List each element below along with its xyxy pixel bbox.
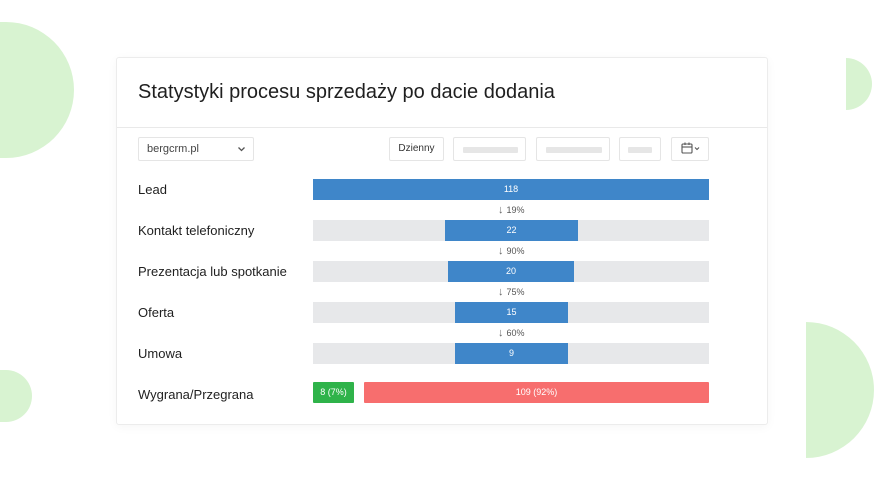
stage-bar-offer: 15 [455, 302, 568, 323]
stage-track: 9 [313, 343, 709, 364]
extra-field[interactable] [619, 137, 661, 161]
stage-label-contact: Kontakt telefoniczny [138, 223, 255, 238]
source-select[interactable]: bergcrm.pl [138, 137, 254, 161]
decorative-blob [846, 58, 872, 110]
stage-track: 118 [313, 179, 709, 200]
calendar-button[interactable] [671, 137, 709, 161]
won-bar: 8 (7%) [313, 382, 354, 403]
stage-bar-lead: 118 [313, 179, 709, 200]
date-from-field[interactable] [453, 137, 526, 161]
stage-track: 22 [313, 220, 709, 241]
sales-process-stats-card: Statystyki procesu sprzedaży po dacie do… [116, 57, 768, 425]
conversion-rate: ↓ 90% [498, 245, 525, 257]
placeholder-bar [463, 147, 518, 153]
stage-label-lead: Lead [138, 182, 167, 197]
arrow-down-icon: ↓ [498, 204, 504, 216]
decorative-blob [0, 370, 32, 422]
stage-label-offer: Oferta [138, 305, 175, 320]
placeholder-bar [628, 147, 652, 153]
stage-bar-contract: 9 [455, 343, 568, 364]
result-label: Wygrana/Przegrana [138, 387, 254, 402]
conversion-rate: ↓ 75% [498, 286, 525, 298]
arrow-down-icon: ↓ [498, 327, 504, 339]
date-to-field[interactable] [536, 137, 610, 161]
calendar-icon [681, 142, 700, 154]
period-daily-button[interactable]: Dzienny [389, 137, 444, 161]
conversion-rate: ↓ 19% [498, 204, 525, 216]
stage-label-contract: Umowa [138, 346, 183, 361]
decorative-blob [0, 22, 74, 158]
stage-bar-presentation: 20 [448, 261, 574, 282]
lost-bar: 109 (92%) [364, 382, 709, 403]
stage-track: 20 [313, 261, 709, 282]
conversion-rate: ↓ 60% [498, 327, 525, 339]
stage-track: 15 [313, 302, 709, 323]
arrow-down-icon: ↓ [498, 286, 504, 298]
source-select-value: bergcrm.pl [147, 143, 199, 155]
stage-label-presentation: Prezentacja lub spotkanie [138, 264, 287, 279]
arrow-down-icon: ↓ [498, 245, 504, 257]
divider [117, 127, 767, 128]
decorative-blob [806, 322, 874, 458]
page-title: Statystyki procesu sprzedaży po dacie do… [138, 81, 555, 103]
chevron-down-icon [237, 138, 246, 169]
stage-bar-contact: 22 [445, 220, 578, 241]
placeholder-bar [546, 147, 602, 153]
